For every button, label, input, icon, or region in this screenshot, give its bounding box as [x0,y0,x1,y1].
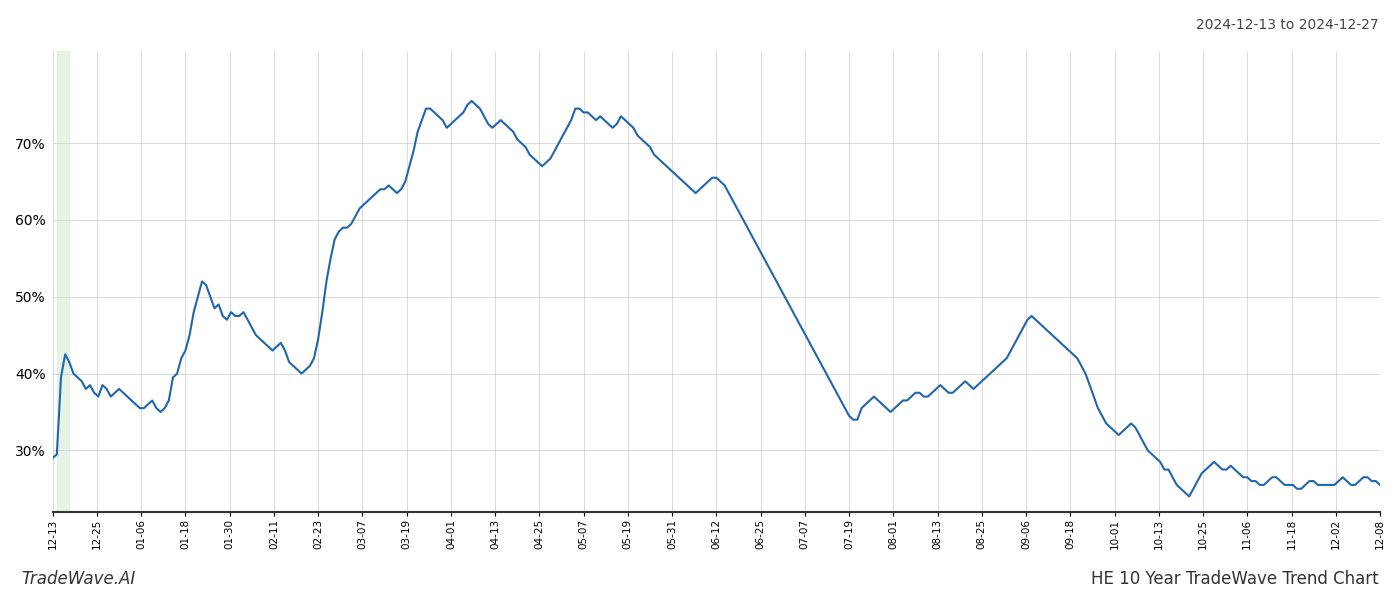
Bar [57,51,69,512]
Text: 2024-12-13 to 2024-12-27: 2024-12-13 to 2024-12-27 [1197,18,1379,32]
Text: HE 10 Year TradeWave Trend Chart: HE 10 Year TradeWave Trend Chart [1092,570,1379,588]
Text: TradeWave.AI: TradeWave.AI [21,570,136,588]
